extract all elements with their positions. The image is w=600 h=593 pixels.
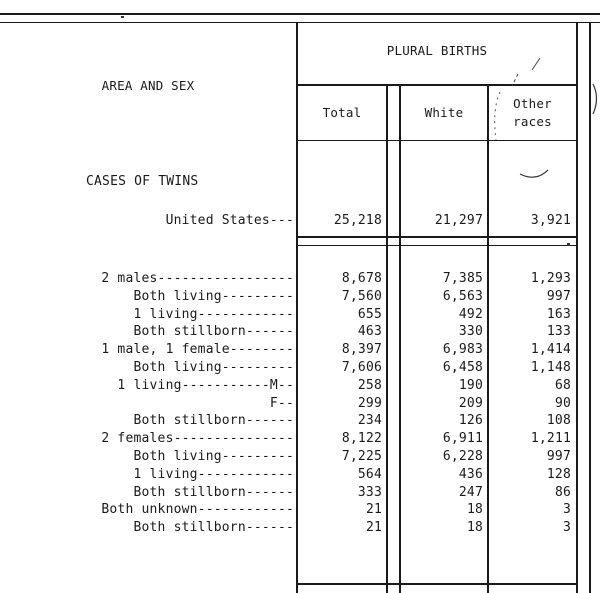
pen-mark-arc xyxy=(494,57,549,178)
right-edge-rule-a xyxy=(576,22,578,593)
table-row-label: Both living--------- xyxy=(101,360,294,375)
total-white-rule-b xyxy=(399,84,401,593)
table-row-label: 2 males----------------- xyxy=(101,271,294,286)
right-edge-rule-b xyxy=(589,22,591,593)
table-cell-white: 209 xyxy=(458,396,483,411)
table-cell-total: 21 xyxy=(365,502,382,517)
table-cell-other: 997 xyxy=(546,449,571,464)
table-cell-white: 18 xyxy=(466,502,483,517)
table-cell-white: 6,458 xyxy=(442,360,483,375)
spanner-heading: PLURAL BIRTHS xyxy=(386,43,488,58)
column-header-other-line2: races xyxy=(513,114,552,129)
top-rule xyxy=(0,13,600,15)
us-row-other: 3,921 xyxy=(530,213,571,228)
stub-divider-rule xyxy=(296,22,298,593)
table-row-label: Both stillborn------ xyxy=(101,485,294,500)
us-row-label: United States--- xyxy=(165,213,294,228)
table-row-label: Both stillborn------ xyxy=(101,520,294,535)
table-cell-white: 7,385 xyxy=(442,271,483,286)
table-row-label: Both living--------- xyxy=(101,449,294,464)
table-cell-total: 333 xyxy=(357,485,382,500)
table-cell-total: 564 xyxy=(357,467,382,482)
pen-mark-right-paren xyxy=(592,83,598,115)
table-cell-other: 3 xyxy=(562,502,571,517)
table-row-label: Both living--------- xyxy=(101,289,294,304)
table-cell-white: 6,228 xyxy=(442,449,483,464)
table-cell-total: 7,606 xyxy=(341,360,382,375)
total-white-rule-a xyxy=(386,84,388,593)
table-cell-white: 492 xyxy=(458,307,483,322)
table-cell-other: 997 xyxy=(546,289,571,304)
table-row-label: F-- xyxy=(269,396,294,411)
table-cell-other: 1,148 xyxy=(530,360,571,375)
table-cell-total: 234 xyxy=(357,413,382,428)
bottom-rule xyxy=(297,583,578,585)
table-cell-total: 7,225 xyxy=(341,449,382,464)
table-row-label: 1 male, 1 female-------- xyxy=(101,342,294,357)
us-total-rule-b xyxy=(297,245,578,246)
table-cell-other: 163 xyxy=(546,307,571,322)
table-row-label: 2 females--------------- xyxy=(101,431,294,446)
column-header-total: Total xyxy=(322,105,362,120)
table-cell-white: 6,983 xyxy=(442,342,483,357)
table-cell-total: 21 xyxy=(365,520,382,535)
table-row-label: Both stillborn------ xyxy=(101,413,294,428)
table-cell-other: 86 xyxy=(554,485,571,500)
table-cell-white: 247 xyxy=(458,485,483,500)
table-cell-white: 126 xyxy=(458,413,483,428)
column-header-other-line1: Other xyxy=(513,96,552,111)
table-cell-total: 258 xyxy=(357,378,382,393)
table-cell-white: 330 xyxy=(458,324,483,339)
table-cell-other: 108 xyxy=(546,413,571,428)
table-cell-other: 1,211 xyxy=(530,431,571,446)
us-row-white: 21,297 xyxy=(434,213,483,228)
us-total-rule-a xyxy=(297,236,578,238)
stub-heading: AREA AND SEX xyxy=(101,78,195,93)
spanner-underline xyxy=(297,84,578,86)
table-cell-other: 1,293 xyxy=(530,271,571,286)
table-cell-total: 655 xyxy=(357,307,382,322)
table-cell-total: 8,678 xyxy=(341,271,382,286)
table-row-label: Both unknown------------ xyxy=(101,502,294,517)
table-cell-other: 90 xyxy=(554,396,571,411)
column-header-white: White xyxy=(424,105,464,120)
table-cell-total: 299 xyxy=(357,396,382,411)
header-bottom-rule xyxy=(297,140,578,141)
table-cell-other: 3 xyxy=(562,520,571,535)
top-rule-second xyxy=(0,22,600,23)
table-cell-other: 1,414 xyxy=(530,342,571,357)
ink-dot-2 xyxy=(567,243,570,246)
table-cell-total: 8,122 xyxy=(341,431,382,446)
table-cell-white: 6,563 xyxy=(442,289,483,304)
table-cell-other: 68 xyxy=(554,378,571,393)
table-row-label: 1 living------------ xyxy=(101,307,294,322)
table-cell-total: 463 xyxy=(357,324,382,339)
table-row-label: 1 living-----------M-- xyxy=(85,378,294,393)
section-title: CASES OF TWINS xyxy=(86,174,199,189)
table-cell-white: 436 xyxy=(458,467,483,482)
us-row-total: 25,218 xyxy=(333,213,382,228)
table-cell-white: 18 xyxy=(466,520,483,535)
table-cell-total: 8,397 xyxy=(341,342,382,357)
table-row-label: Both stillborn------ xyxy=(101,324,294,339)
table-cell-other: 128 xyxy=(546,467,571,482)
ink-dot xyxy=(121,16,124,18)
table-row-label: 1 living------------ xyxy=(101,467,294,482)
table-cell-white: 6,911 xyxy=(442,431,483,446)
table-cell-white: 190 xyxy=(458,378,483,393)
table-cell-other: 133 xyxy=(546,324,571,339)
table-cell-total: 7,560 xyxy=(341,289,382,304)
white-other-rule xyxy=(487,84,489,593)
